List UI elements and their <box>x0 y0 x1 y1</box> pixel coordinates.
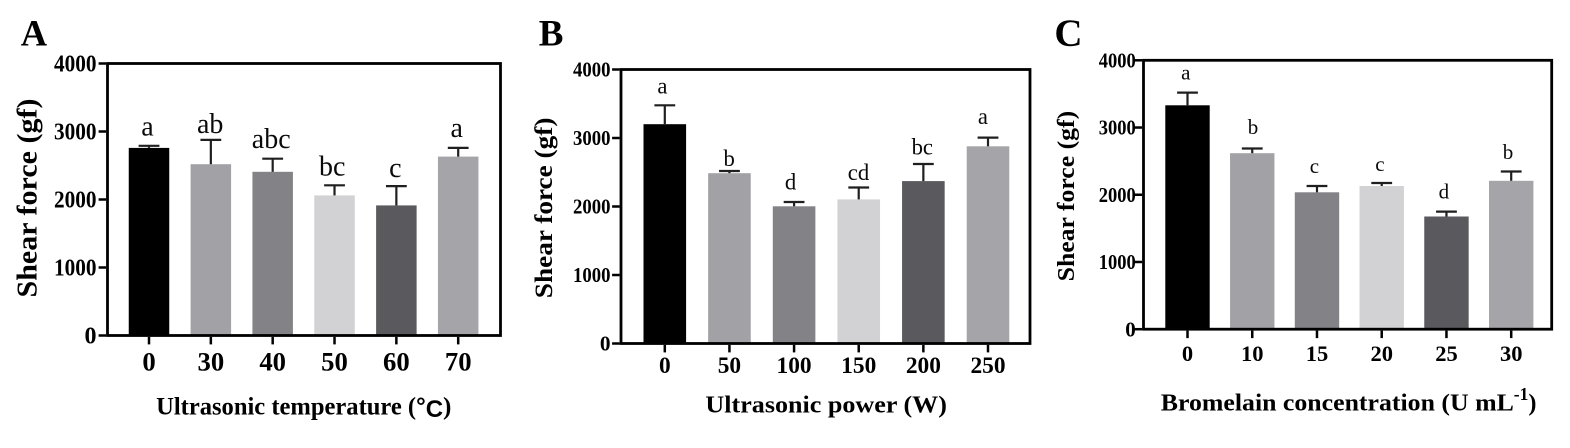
svg-text:4000: 4000 <box>573 58 611 82</box>
svg-text:c: c <box>1310 154 1319 178</box>
svg-text:20: 20 <box>1370 341 1393 366</box>
svg-text:4000: 4000 <box>1099 48 1136 72</box>
svg-text:0: 0 <box>1125 317 1136 341</box>
svg-text:150: 150 <box>841 353 876 379</box>
svg-text:0: 0 <box>142 346 155 376</box>
svg-text:a: a <box>978 104 988 129</box>
svg-text:Shear force (gf): Shear force (gf) <box>12 99 43 298</box>
svg-text:2000: 2000 <box>1099 183 1136 207</box>
svg-text:60: 60 <box>383 346 410 376</box>
svg-text:3000: 3000 <box>54 120 97 146</box>
svg-text:25: 25 <box>1435 341 1458 366</box>
svg-text:cd: cd <box>848 160 870 185</box>
svg-text:1000: 1000 <box>573 263 611 287</box>
svg-text:d: d <box>1439 179 1450 203</box>
svg-text:2000: 2000 <box>54 188 97 214</box>
svg-text:4000: 4000 <box>54 52 97 78</box>
svg-text:30: 30 <box>1500 341 1523 366</box>
svg-text:250: 250 <box>970 353 1005 379</box>
svg-text:abc: abc <box>252 124 291 155</box>
svg-text:Ultrasonic temperature (°C): Ultrasonic temperature (°C) <box>156 393 451 423</box>
svg-text:ab: ab <box>197 109 223 140</box>
svg-text:100: 100 <box>777 353 812 379</box>
svg-text:50: 50 <box>321 346 348 376</box>
svg-text:c: c <box>389 153 401 184</box>
svg-text:Shear force (gf): Shear force (gf) <box>529 118 558 299</box>
svg-text:B: B <box>539 14 564 55</box>
svg-text:3000: 3000 <box>1099 116 1136 140</box>
svg-text:bc: bc <box>319 151 345 182</box>
svg-text:Bromelain concentration (U mL-: Bromelain concentration (U mL-1) <box>1161 384 1537 417</box>
svg-text:b: b <box>724 146 735 171</box>
svg-text:b: b <box>1248 115 1259 139</box>
svg-text:Shear force (gf): Shear force (gf) <box>1053 111 1080 282</box>
svg-text:a: a <box>1181 61 1191 85</box>
svg-text:a: a <box>141 111 154 142</box>
svg-text:10: 10 <box>1241 341 1264 366</box>
svg-text:200: 200 <box>906 353 941 379</box>
svg-text:0: 0 <box>659 353 671 379</box>
svg-text:2000: 2000 <box>573 195 611 219</box>
svg-text:A: A <box>21 13 48 54</box>
svg-text:1000: 1000 <box>54 256 97 282</box>
svg-text:bc: bc <box>912 135 933 160</box>
svg-text:a: a <box>450 113 463 144</box>
svg-text:d: d <box>785 169 797 194</box>
svg-text:a: a <box>657 74 667 99</box>
svg-text:0: 0 <box>85 324 97 350</box>
svg-text:15: 15 <box>1306 341 1329 366</box>
svg-text:b: b <box>1503 140 1514 164</box>
svg-text:C: C <box>1054 12 1082 55</box>
svg-text:3000: 3000 <box>573 126 611 150</box>
svg-text:c: c <box>1375 152 1384 176</box>
svg-text:30: 30 <box>197 346 224 376</box>
svg-text:0: 0 <box>1182 341 1193 366</box>
svg-text:50: 50 <box>718 353 741 379</box>
svg-text:70: 70 <box>445 346 472 376</box>
svg-text:1000: 1000 <box>1099 250 1136 274</box>
svg-text:40: 40 <box>259 346 286 376</box>
svg-text:0: 0 <box>600 332 611 356</box>
svg-text:Ultrasonic power (W): Ultrasonic power (W) <box>705 391 947 418</box>
